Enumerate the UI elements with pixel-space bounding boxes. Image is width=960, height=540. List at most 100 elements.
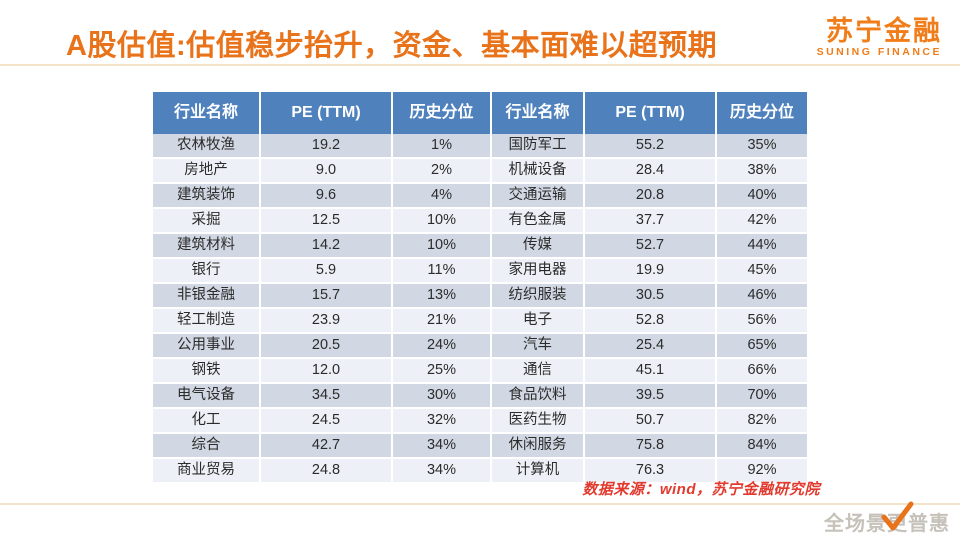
table-row: 建筑材料 14.2 10% 传媒 52.7 44% [153, 234, 807, 259]
table-cell: 84% [717, 434, 807, 457]
table-cell: 12.0 [261, 359, 393, 382]
table-cell: 综合 [153, 434, 261, 457]
table-body: 农林牧渔 19.2 1% 国防军工 55.2 35% 房地产 9.0 2% 机械设备 28.4 38%… [153, 134, 807, 484]
col-header-percentile-right: 历史分位 [717, 92, 807, 134]
table-cell: 通信 [492, 359, 585, 382]
bottom-divider [0, 503, 960, 505]
table-cell: 化工 [153, 409, 261, 432]
table-cell: 建筑装饰 [153, 184, 261, 207]
table-row: 化工 24.5 32% 医药生物 50.7 82% [153, 409, 807, 434]
table-cell: 机械设备 [492, 159, 585, 182]
table-cell: 轻工制造 [153, 309, 261, 332]
table-cell: 65% [717, 334, 807, 357]
table-cell: 38% [717, 159, 807, 182]
table-row: 银行 5.9 11% 家用电器 19.9 45% [153, 259, 807, 284]
table-cell: 房地产 [153, 159, 261, 182]
table-cell: 75.8 [585, 434, 717, 457]
table-cell: 30% [393, 384, 492, 407]
table-cell: 19.9 [585, 259, 717, 282]
table-cell: 25% [393, 359, 492, 382]
table-cell: 9.0 [261, 159, 393, 182]
table-row: 公用事业 20.5 24% 汽车 25.4 65% [153, 334, 807, 359]
table-cell: 35% [717, 134, 807, 157]
logo-subtitle: SUNING FINANCE [816, 46, 942, 58]
table-cell: 82% [717, 409, 807, 432]
table-cell: 12.5 [261, 209, 393, 232]
table-cell: 24.5 [261, 409, 393, 432]
table-cell: 52.8 [585, 309, 717, 332]
table-header-row: 行业名称 PE (TTM) 历史分位 行业名称 PE (TTM) 历史分位 [153, 92, 807, 134]
table-row: 商业贸易 24.8 34% 计算机 76.3 92% [153, 459, 807, 484]
table-cell: 76.3 [585, 459, 717, 482]
table-cell: 39.5 [585, 384, 717, 407]
title-divider [0, 64, 960, 66]
table-cell: 70% [717, 384, 807, 407]
table-row: 建筑装饰 9.6 4% 交通运输 20.8 40% [153, 184, 807, 209]
page-title: A股估值:估值稳步抬升，资金、基本面难以超预期 [66, 30, 718, 62]
table-cell: 34% [393, 434, 492, 457]
table-cell: 采掘 [153, 209, 261, 232]
table-cell: 14.2 [261, 234, 393, 257]
table-cell: 42% [717, 209, 807, 232]
table-cell: 农林牧渔 [153, 134, 261, 157]
table-cell: 家用电器 [492, 259, 585, 282]
table-cell: 10% [393, 234, 492, 257]
table-cell: 56% [717, 309, 807, 332]
data-source-note: 数据来源：wind，苏宁金融研究院 [582, 481, 820, 498]
table-cell: 食品饮料 [492, 384, 585, 407]
table-row: 农林牧渔 19.2 1% 国防军工 55.2 35% [153, 134, 807, 159]
table-cell: 11% [393, 259, 492, 282]
table-cell: 24.8 [261, 459, 393, 482]
table-cell: 34.5 [261, 384, 393, 407]
col-header-industry-left: 行业名称 [153, 92, 261, 134]
table-cell: 纺织服装 [492, 284, 585, 307]
table-cell: 55.2 [585, 134, 717, 157]
table-cell: 42.7 [261, 434, 393, 457]
table-cell: 13% [393, 284, 492, 307]
table-cell: 4% [393, 184, 492, 207]
table-cell: 21% [393, 309, 492, 332]
table-cell: 52.7 [585, 234, 717, 257]
table-cell: 传媒 [492, 234, 585, 257]
checkmark-icon [881, 501, 914, 531]
col-header-percentile-left: 历史分位 [393, 92, 492, 134]
table-cell: 10% [393, 209, 492, 232]
table-row: 电气设备 34.5 30% 食品饮料 39.5 70% [153, 384, 807, 409]
table-cell: 医药生物 [492, 409, 585, 432]
slogan-watermark: 全场景更普惠 [824, 501, 950, 536]
table-cell: 44% [717, 234, 807, 257]
table-cell: 66% [717, 359, 807, 382]
table-cell: 国防军工 [492, 134, 585, 157]
col-header-pe-left: PE (TTM) [261, 92, 393, 134]
table-cell: 计算机 [492, 459, 585, 482]
table-cell: 汽车 [492, 334, 585, 357]
suning-finance-logo: 苏宁金融 SUNING FINANCE [817, 16, 942, 59]
table-cell: 32% [393, 409, 492, 432]
table-cell: 9.6 [261, 184, 393, 207]
table-cell: 25.4 [585, 334, 717, 357]
table-cell: 45.1 [585, 359, 717, 382]
logo-name: 苏宁金融 [826, 16, 942, 46]
table-cell: 电气设备 [153, 384, 261, 407]
table-cell: 37.7 [585, 209, 717, 232]
table-cell: 23.9 [261, 309, 393, 332]
table-cell: 交通运输 [492, 184, 585, 207]
table-cell: 20.5 [261, 334, 393, 357]
table-cell: 92% [717, 459, 807, 482]
table-row: 轻工制造 23.9 21% 电子 52.8 56% [153, 309, 807, 334]
table-row: 钢铁 12.0 25% 通信 45.1 66% [153, 359, 807, 384]
table-cell: 15.7 [261, 284, 393, 307]
table-cell: 1% [393, 134, 492, 157]
col-header-industry-right: 行业名称 [492, 92, 585, 134]
table-row: 采掘 12.5 10% 有色金属 37.7 42% [153, 209, 807, 234]
table-cell: 34% [393, 459, 492, 482]
table-cell: 50.7 [585, 409, 717, 432]
table-cell: 19.2 [261, 134, 393, 157]
table-cell: 有色金属 [492, 209, 585, 232]
table-cell: 24% [393, 334, 492, 357]
table-cell: 休闲服务 [492, 434, 585, 457]
col-header-pe-right: PE (TTM) [585, 92, 717, 134]
table-cell: 45% [717, 259, 807, 282]
table-cell: 46% [717, 284, 807, 307]
valuation-table: 行业名称 PE (TTM) 历史分位 行业名称 PE (TTM) 历史分位 农林… [153, 92, 807, 484]
